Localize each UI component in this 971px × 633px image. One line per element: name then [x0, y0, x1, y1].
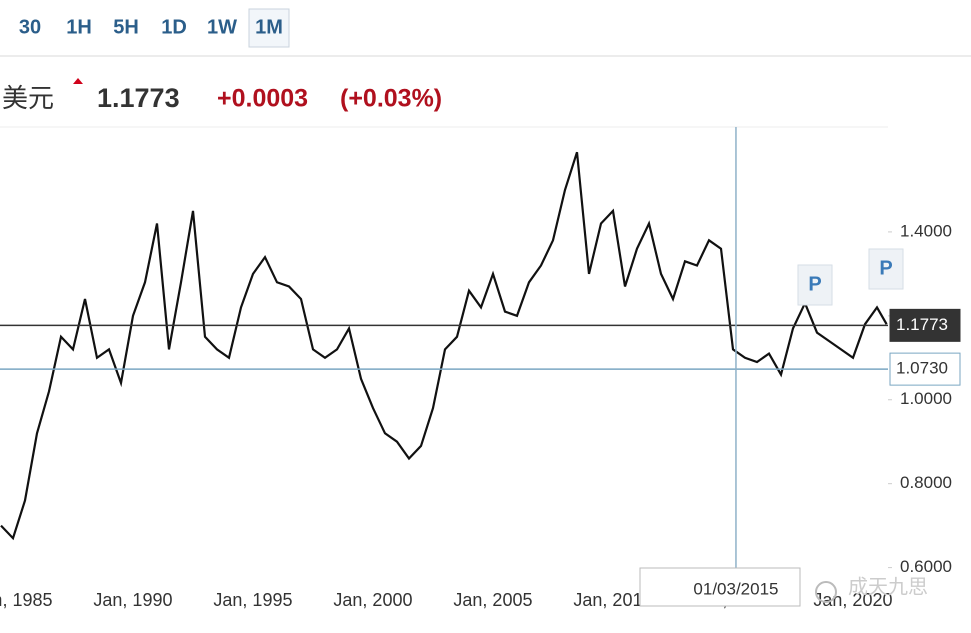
crosshair-label: 01/03/2015: [693, 579, 778, 598]
price-tag: [889, 352, 961, 386]
tab[interactable]: 1H: [66, 16, 92, 38]
price-tag-label: 1.0730: [896, 359, 948, 378]
x-tick-label: Jan, 1995: [213, 590, 292, 610]
tab[interactable]: 1M: [255, 16, 283, 38]
quote-price: 1.1773: [97, 83, 180, 113]
x-tick-label: Jan, 2000: [333, 590, 412, 610]
tab[interactable]: 30: [19, 16, 41, 38]
y-tick-label: 0.8000: [900, 473, 952, 492]
price-line: [0, 151, 888, 541]
quote-name: 美元: [2, 83, 54, 113]
x-tick-label: Jan, 1990: [93, 590, 172, 610]
watermark-icon: [815, 581, 837, 603]
price-tag: [889, 308, 961, 342]
price-tag-label: 1.1773: [896, 315, 948, 334]
x-tick-label: Jan, 1985: [0, 590, 52, 610]
marker: P: [808, 273, 821, 295]
quote-change: +0.0003: [217, 85, 308, 113]
x-tick-label: Jan, 2005: [453, 590, 532, 610]
watermark: 成天九思: [848, 575, 928, 598]
tab[interactable]: 1D: [161, 16, 187, 38]
up-arrow: [73, 78, 83, 84]
marker-box: [797, 264, 833, 306]
y-tick-label: 1.4000: [900, 221, 952, 240]
marker-box: [868, 248, 904, 290]
marker: P: [879, 257, 892, 279]
y-tick-label: 0.6000: [900, 557, 952, 576]
tab[interactable]: 1W: [207, 16, 237, 38]
x-tick-label: Jan, 2020: [813, 590, 892, 610]
y-tick-label: 1.0000: [900, 389, 952, 408]
crosshair-box: [639, 567, 801, 607]
tab[interactable]: 5H: [113, 16, 139, 38]
tab-selected: [248, 8, 290, 48]
quote-change-pct: (+0.03%): [340, 85, 442, 113]
x-tick-label: Jan, 2010: [573, 590, 652, 610]
